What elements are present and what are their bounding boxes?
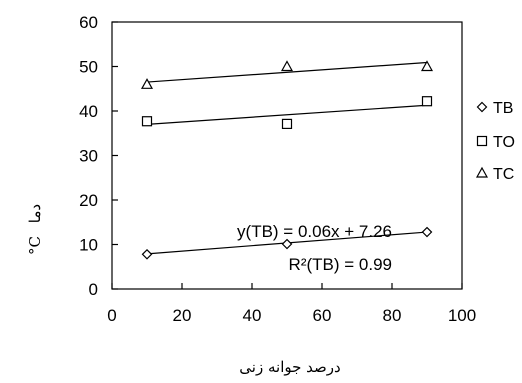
y-axis: 0 10 20 30 40 50 60 — [79, 13, 118, 299]
x-tick-label: 60 — [313, 306, 332, 325]
r-squared-label: R²(TB) = 0.99 — [289, 255, 392, 274]
point-to — [141, 116, 153, 127]
x-tick-label: 40 — [243, 306, 262, 325]
y-axis-name: دما — [26, 204, 44, 223]
legend-label-tb: TB — [493, 100, 513, 117]
trendline-to — [146, 104, 428, 125]
x-tick-label: 80 — [383, 306, 402, 325]
trendline-tc — [146, 61, 428, 83]
legend-marker-tc — [475, 166, 489, 178]
point-to — [281, 118, 293, 130]
y-tick-label: 60 — [79, 13, 98, 32]
x-tick-label: 100 — [448, 306, 476, 325]
x-tick-label: 0 — [107, 306, 116, 325]
point-tc — [280, 60, 294, 72]
legend-marker-tb — [476, 101, 488, 113]
point-tb — [281, 238, 293, 250]
y-tick-label: 50 — [79, 58, 98, 77]
svg-text:°C دما: °C دما — [26, 204, 44, 255]
legend-label-to: TO — [493, 134, 515, 151]
x-tick-label: 20 — [173, 306, 192, 325]
legend-marker-to — [476, 135, 488, 147]
data-points — [140, 60, 434, 260]
point-tc — [420, 60, 434, 72]
point-tb — [421, 226, 433, 238]
y-tick-label: 10 — [79, 236, 98, 255]
regression-equation: y(TB) = 0.06x + 7.26 — [237, 222, 392, 241]
y-tick-label: 0 — [89, 280, 98, 299]
y-axis-label: °C دما — [26, 204, 44, 255]
y-tick-label: 30 — [79, 147, 98, 166]
y-tick-label: 20 — [79, 191, 98, 210]
x-axis-label: درصد جوانه زنی — [239, 358, 340, 376]
point-tb — [141, 248, 153, 260]
y-tick-label: 40 — [79, 102, 98, 121]
legend: TB TO TC — [475, 100, 515, 183]
y-axis-unit: °C — [26, 236, 44, 255]
point-to — [421, 96, 433, 107]
point-tc — [140, 78, 154, 89]
legend-label-tc: TC — [493, 166, 514, 183]
x-axis: 0 20 40 60 80 100 — [107, 283, 476, 325]
